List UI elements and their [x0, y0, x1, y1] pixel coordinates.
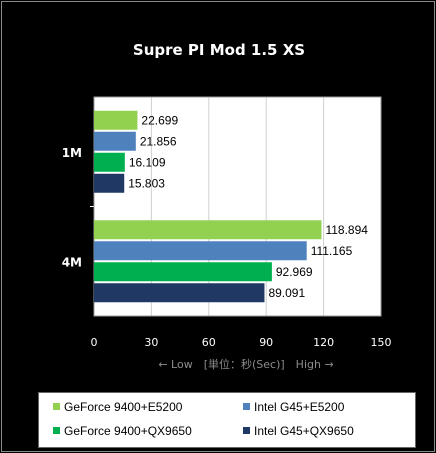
- x-tick-label: 120: [313, 336, 334, 349]
- legend-item-intel-qx9650: Intel G45+QX9650: [243, 424, 354, 438]
- gridlines: [90, 96, 382, 317]
- bar-value-label: 21.856: [140, 134, 177, 148]
- bar: [94, 241, 307, 261]
- legend-item-geforce-e5200: GeForce 9400+E5200: [53, 400, 182, 414]
- legend-label: Intel G45+E5200: [254, 400, 345, 414]
- legend-label: GeForce 9400+E5200: [64, 400, 183, 414]
- x-tick-label: 150: [371, 336, 392, 349]
- x-tick-label: 90: [259, 336, 273, 349]
- bar-value-label: 22.699: [141, 113, 178, 127]
- legend-swatch: [243, 427, 250, 435]
- bar: [94, 262, 272, 282]
- plot-border: [93, 96, 382, 317]
- legend-item-intel-e5200: Intel G45+E5200: [243, 400, 344, 414]
- legend-label: GeForce 9400+QX9650: [64, 424, 192, 438]
- legend-label: Intel G45+QX9650: [254, 424, 354, 438]
- bar-value-label: 89.091: [268, 286, 305, 300]
- bar-value-label: 92.969: [276, 265, 313, 279]
- legend-swatch: [53, 403, 60, 411]
- legend-swatch: [243, 403, 250, 411]
- x-tick-label: 0: [91, 336, 98, 349]
- bar-value-labels: 22.699 21.856 16.109 15.803 118.894 111.165 92…: [128, 113, 368, 300]
- legend: GeForce 9400+E5200 Intel G45+E5200 GeFor…: [38, 392, 416, 448]
- legend-swatch: [53, 427, 60, 435]
- plot-area: [94, 97, 381, 316]
- bar-value-label: 118.894: [325, 223, 368, 237]
- bar: [94, 283, 265, 303]
- bar-value-label: 111.165: [311, 244, 353, 258]
- bar: [94, 110, 138, 130]
- bar: [94, 152, 125, 172]
- x-tick-label: 60: [202, 336, 216, 349]
- x-axis-label: ← Low [単位：秒(Sec)] High →: [158, 357, 333, 371]
- x-tick-labels: 0 30 60 90 120 150: [91, 336, 392, 349]
- bar-value-label: 15.803: [128, 176, 165, 190]
- category-label: 1M: [62, 146, 82, 160]
- chart-title: Supre PI Mod 1.5 XS: [133, 41, 305, 59]
- bars: [94, 110, 322, 303]
- bar: [94, 131, 136, 151]
- bar-value-label: 16.109: [129, 155, 166, 169]
- x-tick-label: 30: [144, 336, 158, 349]
- bar: [94, 173, 125, 193]
- bar: [94, 220, 322, 240]
- legend-item-geforce-qx9650: GeForce 9400+QX9650: [53, 424, 192, 438]
- category-label: 4M: [62, 255, 82, 269]
- category-labels: 1M 4M: [62, 146, 82, 270]
